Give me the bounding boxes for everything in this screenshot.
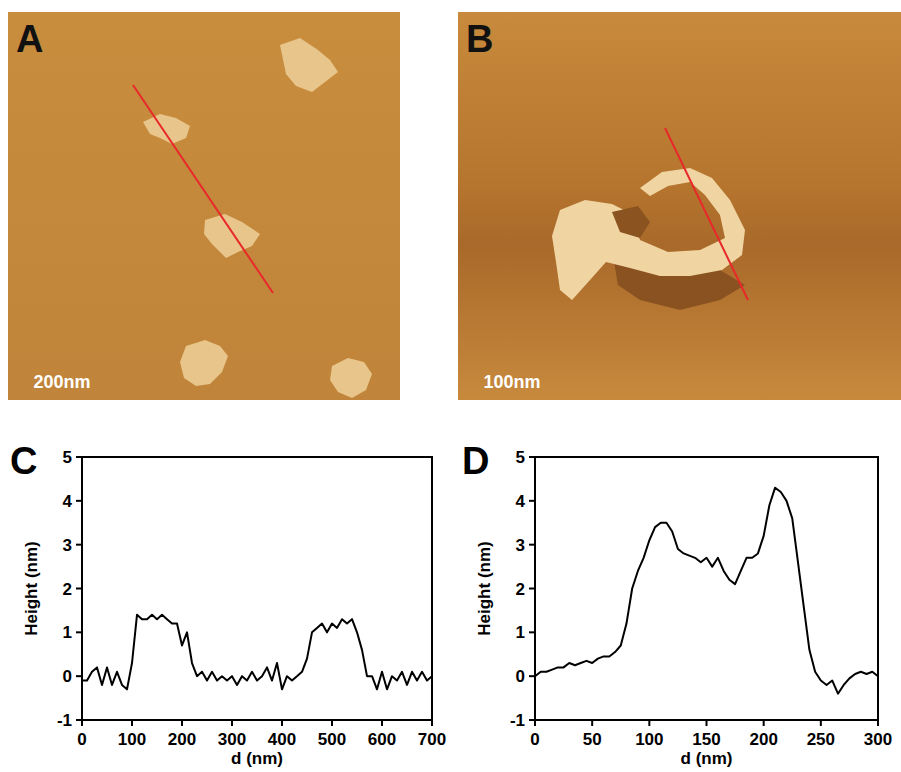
y-tick-label: 2 (63, 580, 72, 599)
frame (82, 457, 432, 720)
x-tick (431, 720, 433, 726)
plot-area (82, 615, 432, 690)
x-tick (706, 720, 708, 726)
x-tick-label: 200 (168, 730, 196, 749)
x-axis-title: d (nm) (681, 749, 733, 768)
x-tick (281, 720, 283, 726)
y-tick-label: 3 (63, 536, 72, 555)
y-tick (529, 588, 535, 590)
x-tick-label: 100 (635, 730, 663, 749)
frame (535, 457, 878, 720)
scale-bar-label: 200nm (33, 372, 90, 392)
y-tick-label: -1 (510, 711, 525, 730)
y-tick-label: 0 (63, 667, 72, 686)
y-tick (529, 675, 535, 677)
scale-bar (475, 404, 550, 411)
x-tick (231, 720, 233, 726)
x-tick-label: 100 (118, 730, 146, 749)
panel-letter: C (10, 440, 37, 482)
profile-line (665, 128, 748, 300)
panel-letter: B (466, 18, 493, 60)
scale-bar-label: 100nm (483, 372, 540, 392)
y-tick-label: 3 (516, 536, 525, 555)
particle (180, 340, 228, 386)
particle (330, 358, 372, 398)
y-tick (76, 588, 82, 590)
y-tick (529, 456, 535, 458)
x-tick-label: 700 (418, 730, 446, 749)
scale-bar (25, 404, 100, 411)
panel-letter: A (16, 18, 43, 60)
y-tick (76, 719, 82, 721)
profile-curve (535, 488, 878, 694)
particle (143, 114, 190, 144)
panel-letter: D (462, 440, 489, 482)
y-tick-label: 4 (516, 492, 526, 511)
x-tick (331, 720, 333, 726)
chart: 0 100 200 300 400 500 600 700 -1 0 1 2 3 4 5 d (nm) Heig… (10, 440, 446, 768)
x-tick-label: 600 (368, 730, 396, 749)
profile-line (133, 85, 273, 293)
y-tick-label: 0 (516, 667, 525, 686)
x-tick-label: 300 (864, 730, 892, 749)
y-tick (76, 544, 82, 546)
x-tick (381, 720, 383, 726)
y-tick-label: 5 (63, 448, 72, 467)
x-tick-label: 200 (749, 730, 777, 749)
chart: 0 50 100 150 200 250 300 -1 0 1 2 3 4 5 d (nm) Height (… (462, 440, 892, 768)
x-tick-label: 400 (268, 730, 296, 749)
y-tick (529, 719, 535, 721)
x-tick-label: 300 (218, 730, 246, 749)
x-tick (181, 720, 183, 726)
afm-image (8, 12, 400, 400)
y-tick (76, 631, 82, 633)
gap (612, 206, 650, 238)
x-tick (763, 720, 765, 726)
particle (280, 38, 338, 92)
y-tick-label: 5 (516, 448, 525, 467)
x-tick-label: 250 (807, 730, 835, 749)
x-tick-label: 50 (583, 730, 602, 749)
y-tick (76, 675, 82, 677)
y-tick-label: 1 (516, 623, 525, 642)
x-tick-label: 0 (530, 730, 539, 749)
y-tick (529, 631, 535, 633)
x-tick (648, 720, 650, 726)
y-tick-label: -1 (57, 711, 72, 730)
x-tick-label: 0 (77, 730, 86, 749)
x-tick-label: 500 (318, 730, 346, 749)
y-tick (76, 500, 82, 502)
x-tick (877, 720, 879, 726)
y-tick-label: 4 (63, 492, 73, 511)
x-tick (131, 720, 133, 726)
x-tick-label: 150 (692, 730, 720, 749)
x-tick (591, 720, 593, 726)
x-axis-title: d (nm) (231, 749, 283, 768)
y-tick-label: 1 (63, 623, 72, 642)
y-axis-title: Height (nm) (475, 541, 494, 635)
y-tick (529, 500, 535, 502)
y-axis-title: Height (nm) (22, 541, 41, 635)
y-tick (76, 456, 82, 458)
afm-image (458, 12, 901, 400)
particle (204, 214, 260, 258)
x-tick (820, 720, 822, 726)
profile-curve (82, 615, 432, 690)
figure: 200nmA100nmB0100200300400500600700-10123… (0, 0, 901, 772)
y-tick (529, 544, 535, 546)
plot-area (535, 488, 878, 694)
y-tick-label: 2 (516, 580, 525, 599)
